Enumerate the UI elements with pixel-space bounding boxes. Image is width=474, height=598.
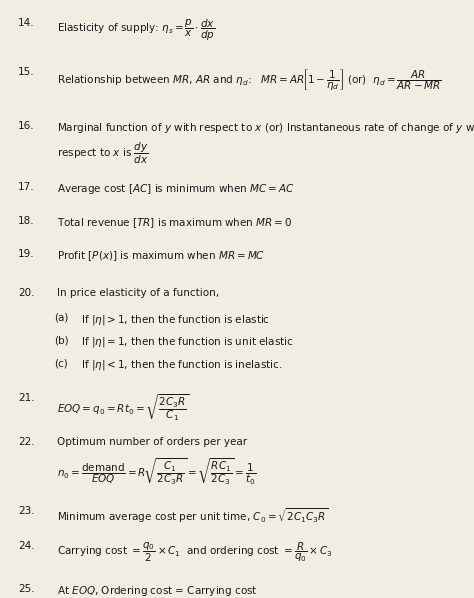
Text: 18.: 18. [18, 216, 35, 226]
Text: Optimum number of orders per year: Optimum number of orders per year [57, 437, 247, 447]
Text: If $|\eta| = 1$, then the function is unit elastic: If $|\eta| = 1$, then the function is un… [81, 335, 293, 349]
Text: (b): (b) [55, 335, 69, 346]
Text: (c): (c) [55, 358, 68, 368]
Text: At $EOQ$, Ordering cost = Carrying cost: At $EOQ$, Ordering cost = Carrying cost [57, 584, 258, 597]
Text: (a): (a) [55, 313, 69, 323]
Text: Marginal function of $y$ with respect to $x$ (or) Instantaneous rate of change o: Marginal function of $y$ with respect to… [57, 121, 474, 135]
Text: Carrying cost $= \dfrac{q_0}{2} \times C_1$  and ordering cost $= \dfrac{R}{q_0}: Carrying cost $= \dfrac{q_0}{2} \times C… [57, 541, 333, 564]
Text: 15.: 15. [18, 67, 35, 77]
Text: respect to $x$ is $\dfrac{dy}{dx}$: respect to $x$ is $\dfrac{dy}{dx}$ [57, 141, 148, 166]
Text: 23.: 23. [18, 506, 35, 516]
Text: 17.: 17. [18, 182, 35, 193]
Text: Profit $[P(x)]$ is maximum when $MR = MC$: Profit $[P(x)]$ is maximum when $MR = MC… [57, 249, 265, 263]
Text: Total revenue $[TR]$ is maximum when $MR = 0$: Total revenue $[TR]$ is maximum when $MR… [57, 216, 292, 230]
Text: 24.: 24. [18, 541, 35, 551]
Text: Minimum average cost per unit time, $C_0 = \sqrt{2C_1 C_3 R}$: Minimum average cost per unit time, $C_0… [57, 506, 328, 524]
Text: 16.: 16. [18, 121, 35, 131]
Text: 20.: 20. [18, 288, 35, 298]
Text: $n_0 = \dfrac{\mathrm{demand}}{EOQ} = R\!\sqrt{\dfrac{C_1}{2C_3 R}} = \sqrt{\dfr: $n_0 = \dfrac{\mathrm{demand}}{EOQ} = R\… [57, 457, 256, 487]
Text: If $|\eta| > 1$, then the function is elastic: If $|\eta| > 1$, then the function is el… [81, 313, 270, 327]
Text: 22.: 22. [18, 437, 35, 447]
Text: 25.: 25. [18, 584, 35, 594]
Text: 14.: 14. [18, 18, 35, 28]
Text: Relationship between $MR$, $AR$ and $\eta_d$:   $MR = AR\!\left[1-\dfrac{1}{\eta: Relationship between $MR$, $AR$ and $\et… [57, 67, 442, 92]
Text: Elasticity of supply: $\eta_s = \dfrac{p}{x} \cdot \dfrac{dx}{dp}$: Elasticity of supply: $\eta_s = \dfrac{p… [57, 18, 215, 43]
Text: 19.: 19. [18, 249, 35, 260]
Text: If $|\eta| < 1$, then the function is inelastic.: If $|\eta| < 1$, then the function is in… [81, 358, 282, 372]
Text: In price elasticity of a function,: In price elasticity of a function, [57, 288, 219, 298]
Text: $EOQ = q_0 = Rt_0 = \sqrt{\dfrac{2C_3 R}{C_1}}$: $EOQ = q_0 = Rt_0 = \sqrt{\dfrac{2C_3 R}… [57, 393, 189, 423]
Text: Average cost $[AC]$ is minimum when $MC = AC$: Average cost $[AC]$ is minimum when $MC … [57, 182, 295, 196]
Text: 21.: 21. [18, 393, 35, 403]
